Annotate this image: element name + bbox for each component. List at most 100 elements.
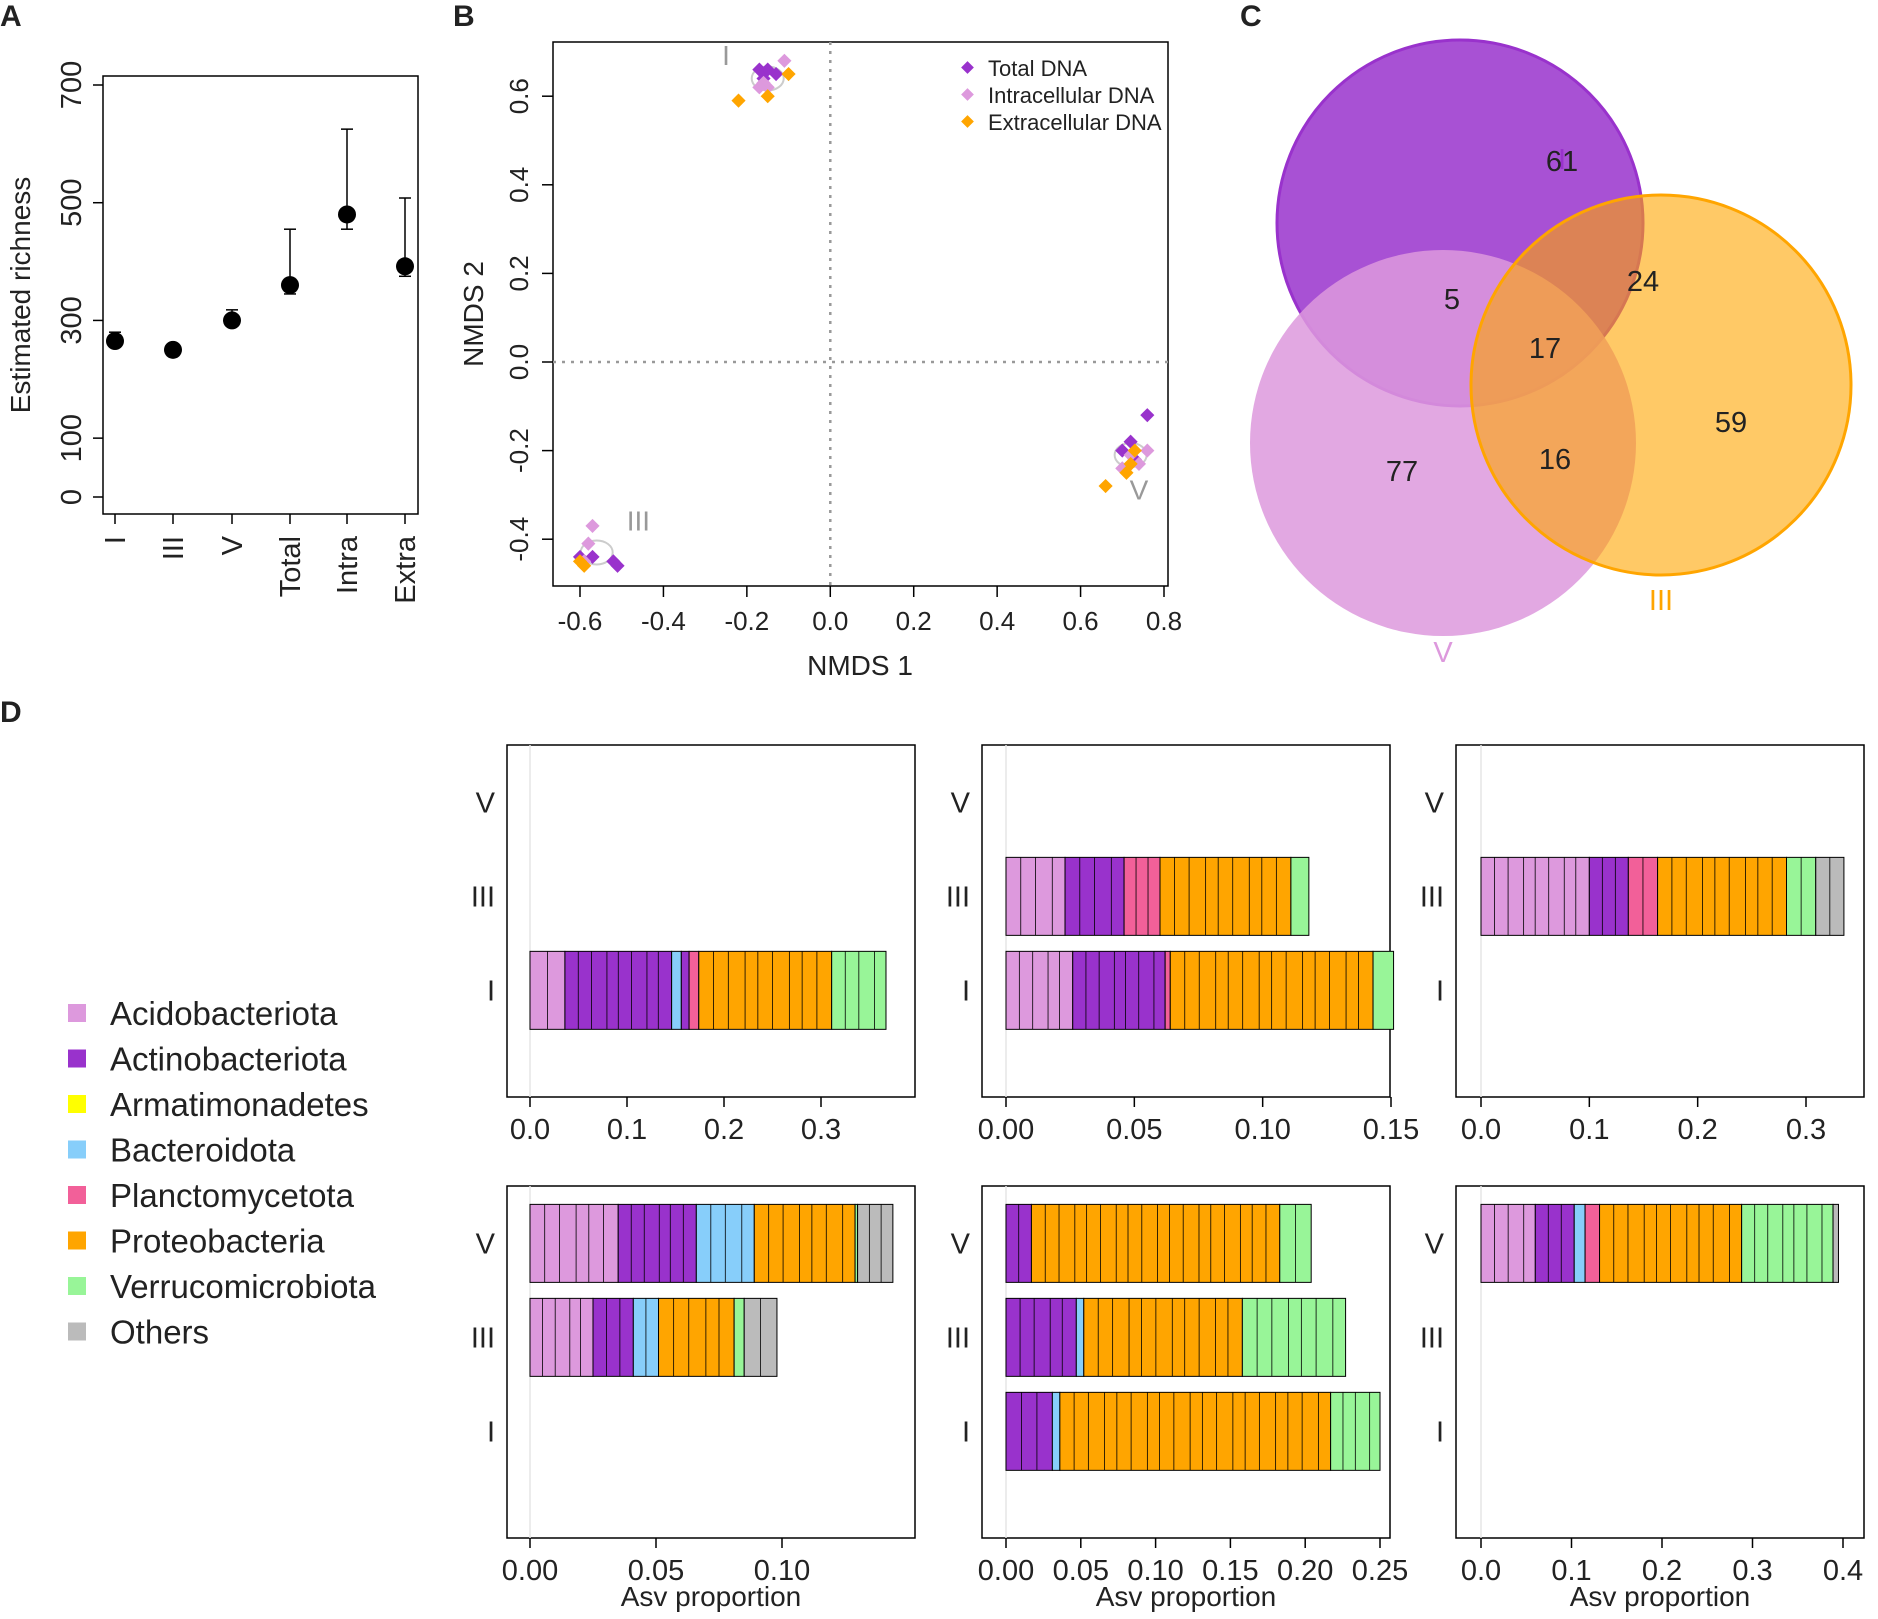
- d-bar-segment: [1159, 856, 1292, 936]
- a-xtick-label: III: [158, 536, 190, 560]
- d-bar-segment: [1123, 856, 1161, 936]
- d-xtick-label: 0.05: [1053, 1555, 1109, 1587]
- d-legend-swatch: [68, 1095, 86, 1113]
- d-legend-label: Verrucomicrobiota: [110, 1268, 377, 1305]
- panel-b-nmds: NMDS 1 NMDS 2 -0.6 -0.4 -0.2 0.0 0.2 0.4 0.6 0.…: [458, 40, 1182, 681]
- d-xtick-label: 0.4: [1823, 1555, 1863, 1587]
- b-legend-marker: [961, 115, 974, 128]
- panel-label-c: C: [1240, 0, 1262, 33]
- b-ytick-label: -0.2: [504, 428, 534, 473]
- d-bar-segment: [733, 1297, 745, 1377]
- panel-d-asv-bars: Acidobacteriota Actinobacteriota Armatimon…: [68, 744, 1865, 1612]
- d-bar-segment: [671, 950, 682, 1030]
- a-xtick-label: V: [217, 535, 249, 555]
- d-bar-segment: [1832, 1203, 1839, 1283]
- d-bar-segment: [1030, 1203, 1281, 1283]
- d-xtick-label: 0.00: [978, 1555, 1034, 1587]
- d-ytick-label: III: [946, 881, 970, 913]
- b-point: [760, 89, 775, 104]
- b-ytick-label: 0.0: [504, 344, 534, 380]
- d-ytick-label: I: [487, 1416, 495, 1448]
- d-xtick-label: 0.2: [1642, 1555, 1682, 1587]
- panel-a-frame: [102, 75, 419, 515]
- d-bar-V: [529, 1203, 894, 1283]
- b-point: [781, 66, 796, 82]
- d-ytick-label: III: [471, 881, 495, 913]
- d-bar-segment: [1573, 1203, 1586, 1283]
- b-ytick-label: 0.6: [504, 78, 534, 114]
- d-bar-segment: [1741, 1203, 1834, 1283]
- d-subplot-frame: [506, 1185, 916, 1539]
- d-xtick-label: 0.20: [1277, 1555, 1333, 1587]
- d-xtick-label: 0.15: [1202, 1555, 1258, 1587]
- d-ytick-label: I: [962, 975, 970, 1007]
- panel-label-b: B: [453, 0, 475, 33]
- a-point: [396, 257, 414, 276]
- d-xtick-label: 0.15: [1363, 1114, 1419, 1146]
- d-xlabel: Asv proportion: [621, 1581, 802, 1612]
- d-subplot-frame: [981, 1185, 1391, 1539]
- b-point: [760, 80, 775, 95]
- d-xtick-label: 0.10: [754, 1555, 810, 1587]
- d-legend-label: Proteobacteria: [110, 1223, 325, 1260]
- a-point: [106, 332, 124, 351]
- d-bar-segment: [1584, 1203, 1601, 1283]
- d-legend-swatch: [68, 1322, 86, 1341]
- b-legend-label: Intracellular DNA: [988, 83, 1155, 108]
- venn-region-i-v: 5: [1444, 284, 1460, 316]
- a-ytick-label: 700: [56, 61, 88, 109]
- b-ytick-label: 0.2: [504, 255, 534, 291]
- a-point: [338, 205, 356, 224]
- b-legend-marker: [961, 61, 974, 74]
- d-legend-swatch: [68, 1231, 86, 1250]
- b-ytick-label: -0.4: [504, 517, 534, 562]
- a-ytick-label: 0: [56, 489, 88, 505]
- d-subplot-frame: [1455, 1185, 1865, 1539]
- d-xtick-label: 0.00: [978, 1114, 1034, 1146]
- d-bar-III: [1005, 1297, 1347, 1377]
- d-ytick-label: III: [1420, 1322, 1444, 1354]
- d-bar-segment: [1534, 1203, 1575, 1283]
- b-point: [777, 53, 792, 68]
- d-bar-segment: [753, 1203, 856, 1283]
- d-xtick-label: 0.05: [628, 1555, 684, 1587]
- venn-region-v-iii: 16: [1539, 444, 1571, 476]
- d-xtick-label: 0.3: [801, 1114, 841, 1146]
- d-bar-segment: [1083, 1297, 1243, 1377]
- a-ytick-label: 300: [56, 296, 88, 344]
- b-point: [1119, 465, 1134, 480]
- d-legend-label: Armatimonadetes: [110, 1086, 369, 1123]
- panel-d-legend: Acidobacteriota Actinobacteriota Armatimon…: [68, 995, 377, 1351]
- panel-label-d: D: [0, 696, 22, 729]
- panel-label-a: A: [0, 0, 22, 33]
- b-point: [1127, 443, 1142, 458]
- d-legend-swatch: [68, 1277, 86, 1295]
- d-bar-V: [1005, 1203, 1312, 1283]
- a-ytick-label: 100: [56, 414, 88, 462]
- b-xtick-label: -0.2: [724, 606, 769, 636]
- b-point: [585, 518, 600, 533]
- d-bar-segment: [592, 1297, 634, 1377]
- venn-region-i: 61: [1546, 146, 1578, 178]
- venn-region-i-iii: 24: [1627, 266, 1659, 298]
- b-xtick-label: 0.2: [896, 606, 932, 636]
- b-cluster-label: III: [627, 505, 650, 536]
- panel-a-ylabel: Estimated richness: [5, 177, 36, 414]
- b-point: [610, 558, 625, 573]
- d-bar-segment: [1005, 1297, 1077, 1377]
- d-xlabel: Asv proportion: [1570, 1581, 1751, 1612]
- d-xtick-label: 0.1: [1569, 1114, 1609, 1146]
- d-bar-V: [1480, 1203, 1839, 1283]
- d-xtick-label: 0.2: [1678, 1114, 1718, 1146]
- b-xtick-label: 0.4: [979, 606, 1015, 636]
- venn-set-label-v: V: [1433, 637, 1453, 669]
- a-point: [164, 340, 182, 359]
- b-legend-label: Total DNA: [988, 56, 1087, 81]
- b-xtick-label: 0.0: [812, 606, 848, 636]
- panel-b-points: [572, 53, 1155, 573]
- d-bar-segment: [1059, 1391, 1332, 1471]
